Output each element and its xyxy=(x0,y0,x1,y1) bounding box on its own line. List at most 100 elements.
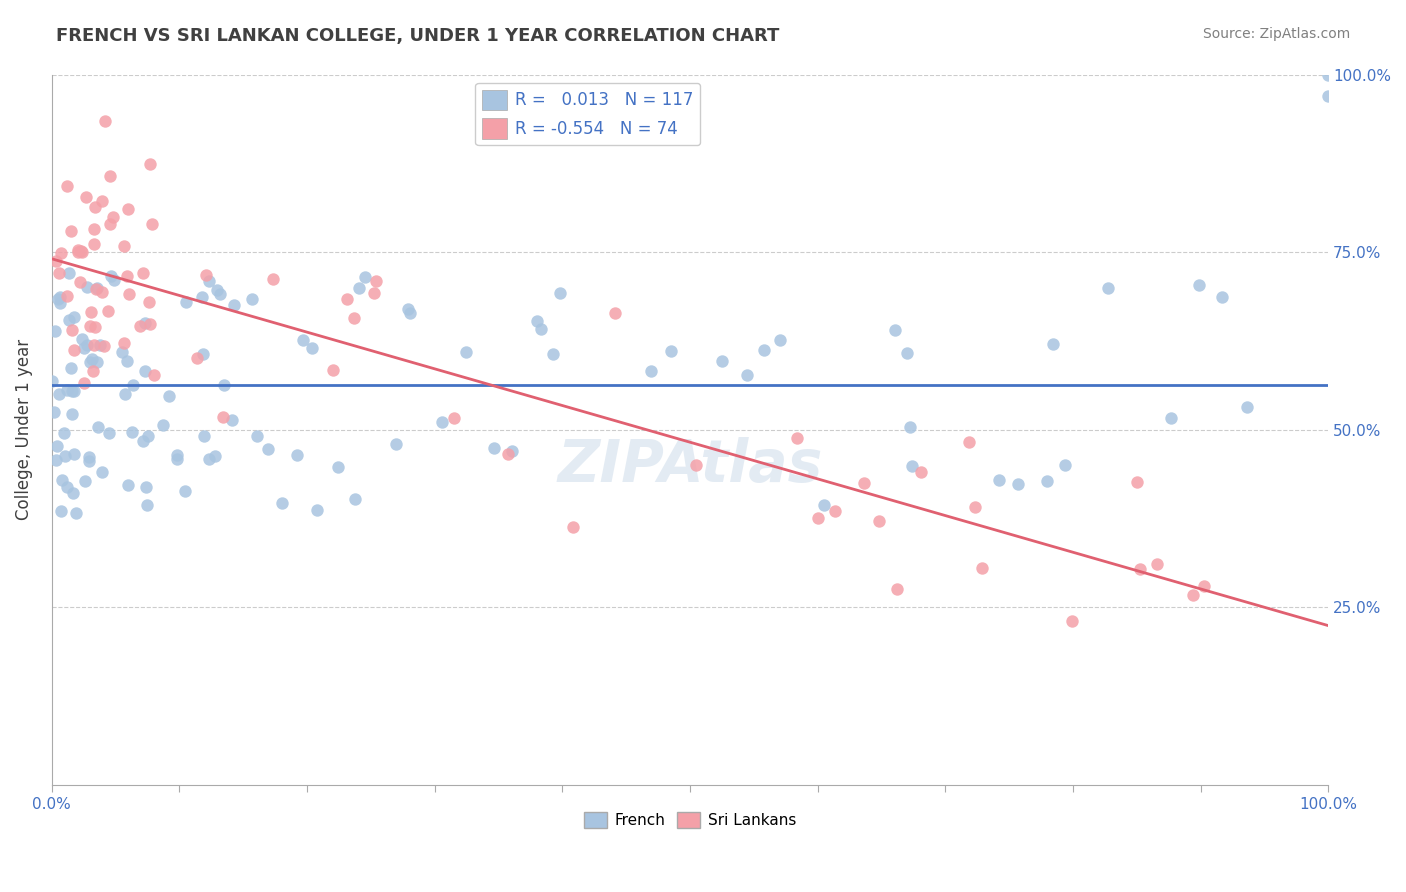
Point xyxy=(121,377,143,392)
Point xyxy=(84,200,107,214)
Point xyxy=(112,336,135,351)
Point xyxy=(139,317,162,331)
Point xyxy=(84,320,107,334)
Point xyxy=(205,283,228,297)
Point xyxy=(115,354,138,368)
Point xyxy=(60,323,83,337)
Point xyxy=(93,338,115,352)
Point xyxy=(336,293,359,307)
Point xyxy=(70,244,93,259)
Y-axis label: College, Under 1 year: College, Under 1 year xyxy=(15,339,32,520)
Point xyxy=(344,492,367,507)
Point xyxy=(1036,475,1059,489)
Point xyxy=(98,217,121,231)
Point xyxy=(139,156,162,170)
Point xyxy=(56,383,79,397)
Point xyxy=(86,354,108,368)
Point xyxy=(76,280,98,294)
Point xyxy=(117,202,139,216)
Point xyxy=(45,253,67,268)
Point xyxy=(121,425,143,439)
Text: Source: ZipAtlas.com: Source: ZipAtlas.com xyxy=(1202,27,1350,41)
Point xyxy=(98,169,121,183)
Point xyxy=(41,374,63,388)
Point xyxy=(910,465,932,479)
Point xyxy=(305,503,328,517)
Point xyxy=(132,267,155,281)
Point xyxy=(49,246,72,260)
Point xyxy=(221,412,243,426)
Point xyxy=(51,473,73,487)
Point xyxy=(1211,290,1233,304)
Point xyxy=(886,582,908,596)
Point xyxy=(138,294,160,309)
Point xyxy=(56,178,79,193)
Point xyxy=(735,368,758,382)
Point xyxy=(53,425,76,440)
Point xyxy=(484,441,506,455)
Point xyxy=(84,282,107,296)
Point xyxy=(1053,458,1076,472)
Point xyxy=(987,473,1010,487)
Point xyxy=(141,217,163,231)
Point xyxy=(91,466,114,480)
Point xyxy=(896,346,918,360)
Point xyxy=(82,363,104,377)
Point xyxy=(501,444,523,458)
Point xyxy=(115,269,138,284)
Point xyxy=(48,267,70,281)
Point xyxy=(432,415,454,429)
Point xyxy=(114,239,136,253)
Point xyxy=(212,410,235,425)
Point xyxy=(132,434,155,449)
Point xyxy=(529,322,551,336)
Point xyxy=(972,561,994,575)
Point xyxy=(385,437,408,451)
Point xyxy=(135,480,157,494)
Point xyxy=(45,453,67,467)
Point xyxy=(685,458,707,472)
Point xyxy=(62,407,84,421)
Point xyxy=(174,484,197,499)
Point xyxy=(58,313,80,327)
Point xyxy=(548,285,571,300)
Point xyxy=(454,344,477,359)
Point xyxy=(1042,336,1064,351)
Point xyxy=(59,360,82,375)
Point xyxy=(63,343,86,358)
Point xyxy=(603,306,626,320)
Point xyxy=(1125,475,1147,489)
Point xyxy=(853,475,876,490)
Point xyxy=(83,236,105,251)
Point xyxy=(77,454,100,468)
Point xyxy=(159,388,181,402)
Point xyxy=(256,442,278,456)
Point xyxy=(53,450,76,464)
Point xyxy=(292,333,315,347)
Point xyxy=(1187,278,1209,293)
Point xyxy=(328,459,350,474)
Point xyxy=(80,351,103,366)
Point xyxy=(186,351,208,366)
Point xyxy=(91,285,114,299)
Point xyxy=(166,451,188,466)
Point xyxy=(152,417,174,432)
Point xyxy=(58,267,80,281)
Point xyxy=(396,302,419,317)
Point xyxy=(87,419,110,434)
Point xyxy=(62,486,84,500)
Point xyxy=(45,439,67,453)
Point xyxy=(55,289,77,303)
Point xyxy=(496,447,519,461)
Point xyxy=(72,332,94,346)
Point xyxy=(1317,88,1340,103)
Legend: French, Sri Lankans: French, Sri Lankans xyxy=(578,806,803,834)
Point xyxy=(900,459,922,474)
Point xyxy=(813,498,835,512)
Point xyxy=(91,194,114,209)
Point xyxy=(136,498,159,512)
Point xyxy=(193,429,215,443)
Point xyxy=(526,314,548,328)
Point xyxy=(67,243,90,257)
Point xyxy=(77,450,100,464)
